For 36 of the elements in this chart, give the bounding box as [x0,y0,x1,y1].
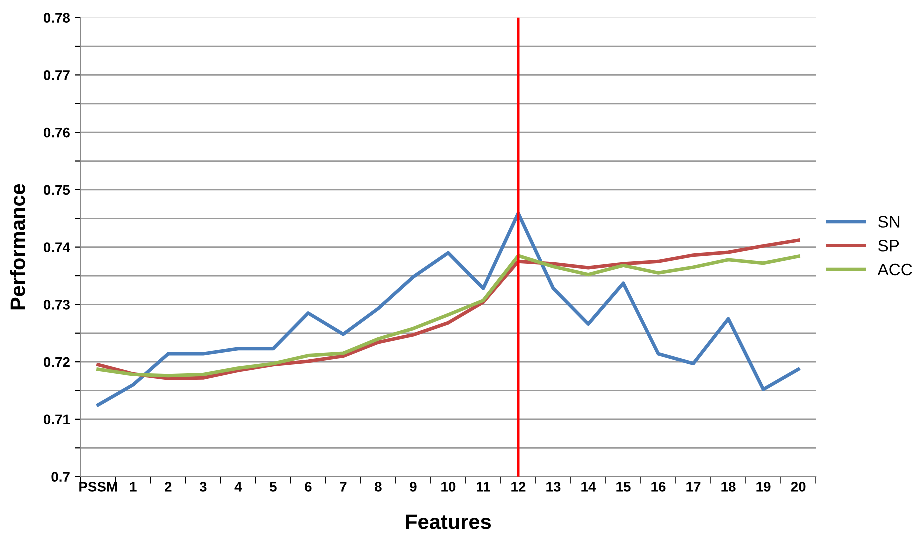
x-tick-label: 8 [375,482,382,492]
x-tick-label: 11 [477,482,490,492]
y-tick-label: 0.74 [44,242,70,252]
x-tick-label: 13 [546,482,561,492]
x-axis-title: Features [406,514,492,530]
x-tick-label: 4 [234,482,242,492]
x-tick-label: 18 [722,482,736,492]
x-tick-label: 3 [200,482,207,492]
x-tick-label: 5 [270,482,277,492]
legend-label: ACC [878,264,912,276]
line-series [96,212,800,407]
x-tick-label: 19 [756,482,771,492]
x-tick-label: 9 [410,482,417,492]
y-tick-label: 0.78 [44,13,70,23]
x-tick-label: 1 [130,482,137,492]
y-axis-title: Performance [10,184,26,310]
y-tick-label: 0.72 [44,357,70,368]
x-tick-label: PSSM [80,482,118,492]
x-tick-label: 12 [512,482,526,492]
x-tick-label: 16 [652,482,666,492]
y-tick-label: 0.77 [44,70,70,80]
x-tick-label: 15 [616,482,631,492]
x-tick-label: 6 [305,482,312,492]
y-tick-label: 0.75 [44,185,70,196]
legend-label: SP [878,240,900,252]
x-tick-label: 10 [442,482,456,492]
y-tick-label: 0.73 [44,300,70,310]
x-tick-label: 17 [686,482,701,492]
x-tick-label: 2 [165,482,172,492]
y-tick-label: 0.7 [52,472,70,482]
y-tick-label: 0.76 [44,128,70,138]
x-tick-label: 14 [582,482,596,492]
legend-label: SN [878,216,900,228]
x-tick-label: 20 [791,482,806,492]
x-tick-label: 7 [340,482,347,492]
y-tick-label: 0.71 [44,414,70,425]
